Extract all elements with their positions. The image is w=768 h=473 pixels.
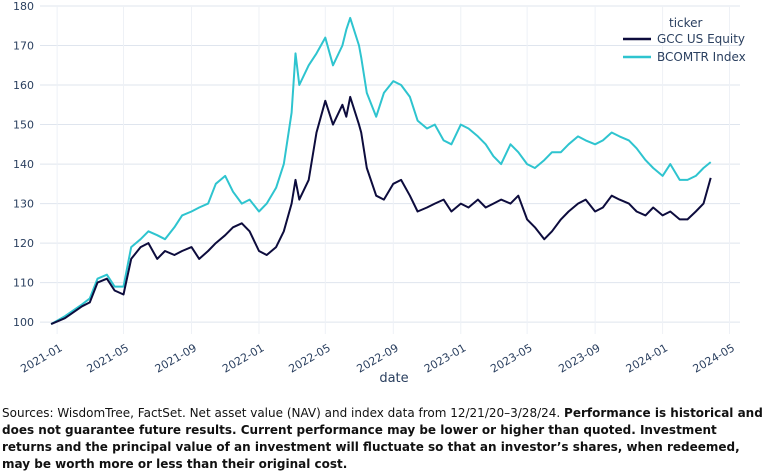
footnote-sources: Sources: WisdomTree, FactSet. Net asset …: [2, 406, 565, 420]
line-chart: 100 110 120 130 140 150 160 170 180 2021-01 2021-…: [13, 0, 746, 386]
legend-label: BCOMTR Index: [657, 50, 746, 64]
y-tick-label: 120: [13, 237, 34, 250]
x-axis-ticks: 2021-01 2021-05 2021-09 2022-01 2022-05 2022-…: [18, 341, 737, 375]
x-tick-label: 2023-05: [488, 341, 534, 375]
legend: ticker GCC US Equity BCOMTR Index: [623, 16, 746, 64]
x-tick-label: 2023-09: [556, 341, 602, 375]
x-tick-label: 2021-09: [153, 341, 199, 375]
y-tick-label: 180: [13, 0, 34, 13]
footnote: Sources: WisdomTree, FactSet. Net asset …: [2, 405, 766, 473]
x-tick-label: 2024-05: [691, 341, 737, 375]
y-tick-label: 170: [13, 40, 34, 53]
x-tick-label: 2023-01: [422, 341, 468, 375]
series-line-bcomtr-index: [50, 16, 712, 325]
x-tick-label: 2022-01: [220, 341, 266, 375]
y-tick-label: 160: [13, 79, 34, 92]
legend-label: GCC US Equity: [657, 32, 745, 46]
footnote-disclaimer: Performance is historical and does not g…: [2, 406, 763, 471]
x-tick-label: 2021-01: [18, 341, 64, 375]
y-tick-label: 100: [13, 316, 34, 329]
x-tick-label: 2021-05: [85, 341, 131, 375]
x-tick-label: 2022-05: [286, 341, 332, 375]
x-axis-title: date: [379, 371, 408, 386]
y-tick-label: 110: [13, 277, 34, 290]
y-tick-label: 150: [13, 119, 34, 132]
y-tick-label: 130: [13, 198, 34, 211]
y-axis-ticks: 100 110 120 130 140 150 160 170 180: [13, 0, 34, 329]
x-tick-label: 2024-01: [624, 341, 670, 375]
gridlines: [40, 5, 740, 334]
y-tick-label: 140: [13, 158, 34, 171]
series-line-gcc-us-equity: [50, 95, 712, 326]
legend-title: ticker: [669, 16, 703, 30]
series-lines: [50, 16, 712, 326]
